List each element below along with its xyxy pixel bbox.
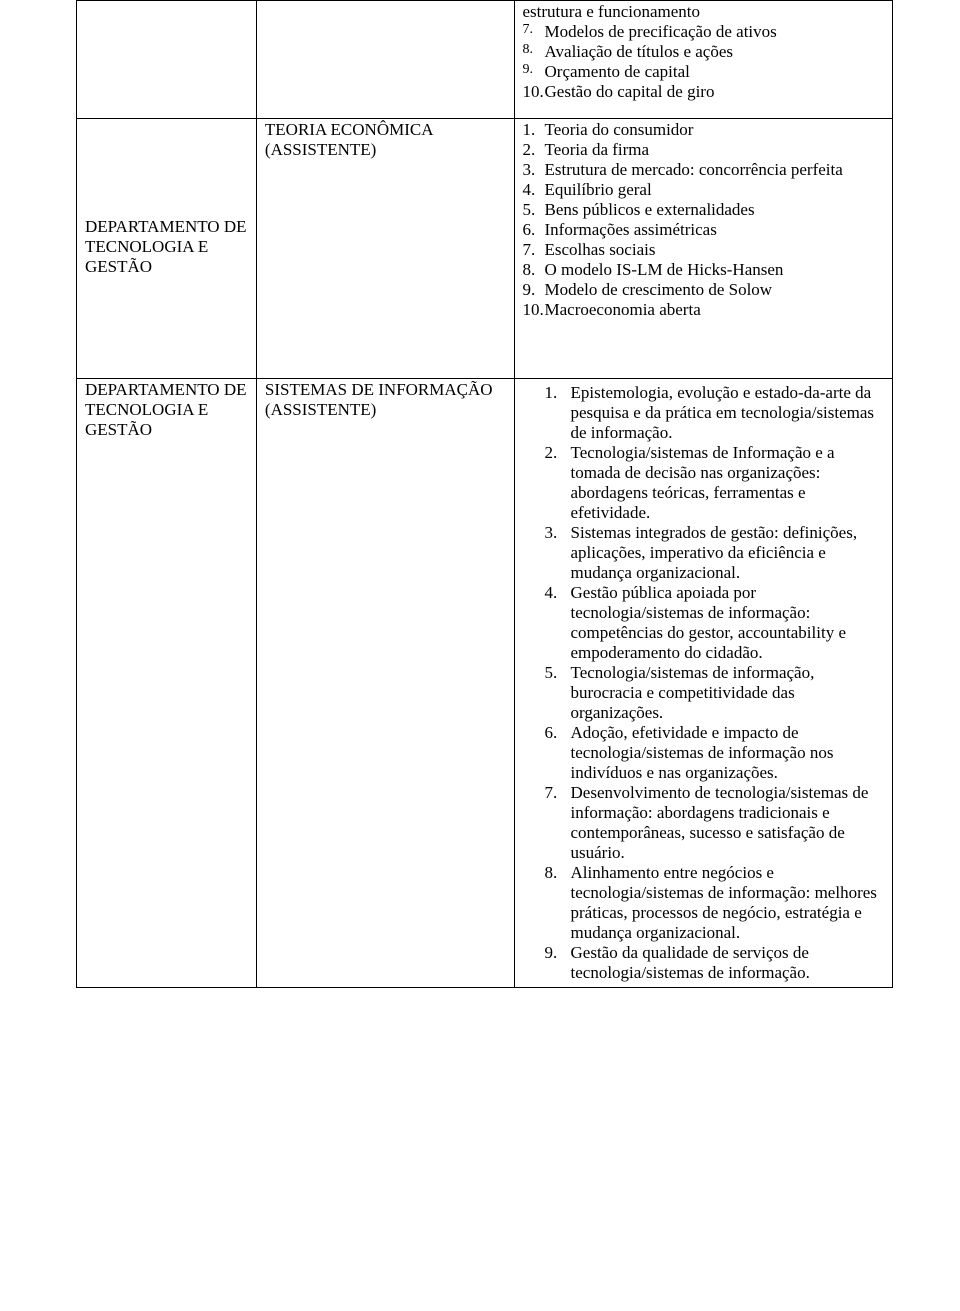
item-text: Teoria do consumidor bbox=[545, 120, 886, 140]
topics-cell: 1.Teoria do consumidor 2.Teoria da firma… bbox=[514, 119, 892, 379]
topic-lead: estrutura e funcionamento bbox=[523, 2, 886, 22]
item-text: Tecnologia/sistemas de Informação e a to… bbox=[571, 443, 886, 523]
list-item: 1.Teoria do consumidor bbox=[523, 120, 886, 140]
list-item: 10.Gestão do capital de giro bbox=[523, 82, 886, 102]
cell-text: SISTEMAS DE INFORMAÇÃO (ASSISTENTE) bbox=[265, 380, 508, 420]
list-item: 10.Macroeconomia aberta bbox=[523, 300, 886, 320]
dept-cell: DEPARTAMENTO DE TECNOLOGIA E GESTÃO bbox=[77, 379, 257, 988]
list-item: 5.Bens públicos e externalidades bbox=[523, 200, 886, 220]
topics-cell: estrutura e funcionamento 7.Modelos de p… bbox=[514, 1, 892, 119]
item-text: Gestão do capital de giro bbox=[545, 82, 886, 102]
item-text: Alinhamento entre negócios e tecnologia/… bbox=[571, 863, 886, 943]
item-text: Tecnologia/sistemas de informação, buroc… bbox=[571, 663, 886, 723]
item-number: 5. bbox=[545, 663, 571, 683]
topic-list: 7.Modelos de precificação de ativos 8. A… bbox=[523, 22, 886, 102]
item-number: 3. bbox=[545, 523, 571, 543]
list-item: 2.Teoria da firma bbox=[523, 140, 886, 160]
item-number: 7. bbox=[523, 22, 545, 38]
list-item: 8. Avaliação de títulos e ações bbox=[523, 42, 886, 62]
item-text: Modelo de crescimento de Solow bbox=[545, 280, 886, 300]
item-text: Gestão da qualidade de serviços de tecno… bbox=[571, 943, 886, 983]
item-number: 8. bbox=[523, 260, 545, 280]
item-number: 8. bbox=[545, 863, 571, 883]
topics-cell: 1.Epistemologia, evolução e estado-da-ar… bbox=[514, 379, 892, 988]
item-text: Estrutura de mercado: concorrência perfe… bbox=[545, 160, 886, 180]
subject-cell: SISTEMAS DE INFORMAÇÃO (ASSISTENTE) bbox=[256, 379, 514, 988]
item-number: 9. bbox=[523, 280, 545, 300]
list-item: 7.Desenvolvimento de tecnologia/sistemas… bbox=[545, 783, 886, 863]
list-item: 9.Gestão da qualidade de serviços de tec… bbox=[545, 943, 886, 983]
subject-cell bbox=[256, 1, 514, 119]
table-row: estrutura e funcionamento 7.Modelos de p… bbox=[77, 1, 893, 119]
list-item: 9.Modelo de crescimento de Solow bbox=[523, 280, 886, 300]
item-number: 6. bbox=[523, 220, 545, 240]
item-number: 4. bbox=[523, 180, 545, 200]
item-text: Gestão pública apoiada por tecnologia/si… bbox=[571, 583, 886, 663]
item-text: Avaliação de títulos e ações bbox=[545, 42, 886, 62]
item-number: 1. bbox=[523, 120, 545, 140]
cell-text bbox=[77, 1, 256, 15]
item-number: 2. bbox=[523, 140, 545, 160]
item-text: Teoria da firma bbox=[545, 140, 886, 160]
cell-text: DEPARTAMENTO DE TECNOLOGIA E GESTÃO bbox=[85, 217, 250, 277]
item-number: 2. bbox=[545, 443, 571, 463]
item-text: Orçamento de capital bbox=[545, 62, 886, 82]
syllabus-table: estrutura e funcionamento 7.Modelos de p… bbox=[76, 0, 893, 988]
item-text: Bens públicos e externalidades bbox=[545, 200, 886, 220]
dept-cell bbox=[77, 1, 257, 119]
item-text: Equilíbrio geral bbox=[545, 180, 886, 200]
item-text: Epistemologia, evolução e estado-da-arte… bbox=[571, 383, 886, 443]
item-number: 9. bbox=[523, 62, 545, 78]
item-text: Informações assimétricas bbox=[545, 220, 886, 240]
list-item: 6.Informações assimétricas bbox=[523, 220, 886, 240]
item-text: Desenvolvimento de tecnologia/sistemas d… bbox=[571, 783, 886, 863]
list-item: 8.Alinhamento entre negócios e tecnologi… bbox=[545, 863, 886, 943]
item-number: 1. bbox=[545, 383, 571, 403]
item-number: 3. bbox=[523, 160, 545, 180]
list-item: 9.Orçamento de capital bbox=[523, 62, 886, 82]
item-text: Sistemas integrados de gestão: definiçõe… bbox=[571, 523, 886, 583]
list-item: 5.Tecnologia/sistemas de informação, bur… bbox=[545, 663, 886, 723]
topic-list: 1.Teoria do consumidor 2.Teoria da firma… bbox=[523, 120, 886, 320]
item-number: 8. bbox=[523, 42, 545, 58]
item-text: O modelo IS-LM de Hicks-Hansen bbox=[545, 260, 886, 280]
list-item: 8.O modelo IS-LM de Hicks-Hansen bbox=[523, 260, 886, 280]
list-item: 6.Adoção, efetividade e impacto de tecno… bbox=[545, 723, 886, 783]
item-number: 9. bbox=[545, 943, 571, 963]
table-row: DEPARTAMENTO DE TECNOLOGIA E GESTÃO TEOR… bbox=[77, 119, 893, 379]
cell-text: TEORIA ECONÔMICA (ASSISTENTE) bbox=[265, 120, 508, 160]
cell-text: DEPARTAMENTO DE TECNOLOGIA E GESTÃO bbox=[85, 380, 250, 440]
list-item: 3.Estrutura de mercado: concorrência per… bbox=[523, 160, 886, 180]
list-item: 4.Equilíbrio geral bbox=[523, 180, 886, 200]
list-item: 1.Epistemologia, evolução e estado-da-ar… bbox=[545, 383, 886, 443]
item-text: Macroeconomia aberta bbox=[545, 300, 886, 320]
page: estrutura e funcionamento 7.Modelos de p… bbox=[0, 0, 960, 1311]
item-number: 5. bbox=[523, 200, 545, 220]
item-text: Adoção, efetividade e impacto de tecnolo… bbox=[571, 723, 886, 783]
item-number: 10. bbox=[523, 82, 545, 102]
list-item: 3.Sistemas integrados de gestão: definiç… bbox=[545, 523, 886, 583]
item-number: 4. bbox=[545, 583, 571, 603]
item-number: 7. bbox=[545, 783, 571, 803]
list-item: 7.Escolhas sociais bbox=[523, 240, 886, 260]
item-text: Escolhas sociais bbox=[545, 240, 886, 260]
item-number: 7. bbox=[523, 240, 545, 260]
list-item: 7.Modelos de precificação de ativos bbox=[523, 22, 886, 42]
topic-list: 1.Epistemologia, evolução e estado-da-ar… bbox=[523, 383, 886, 983]
item-number: 6. bbox=[545, 723, 571, 743]
list-item: 4.Gestão pública apoiada por tecnologia/… bbox=[545, 583, 886, 663]
list-item: 2.Tecnologia/sistemas de Informação e a … bbox=[545, 443, 886, 523]
dept-cell: DEPARTAMENTO DE TECNOLOGIA E GESTÃO bbox=[77, 119, 257, 379]
item-text: Modelos de precificação de ativos bbox=[545, 22, 886, 42]
subject-cell: TEORIA ECONÔMICA (ASSISTENTE) bbox=[256, 119, 514, 379]
item-number: 10. bbox=[523, 300, 545, 320]
table-row: DEPARTAMENTO DE TECNOLOGIA E GESTÃO SIST… bbox=[77, 379, 893, 988]
cell-text bbox=[257, 1, 514, 15]
